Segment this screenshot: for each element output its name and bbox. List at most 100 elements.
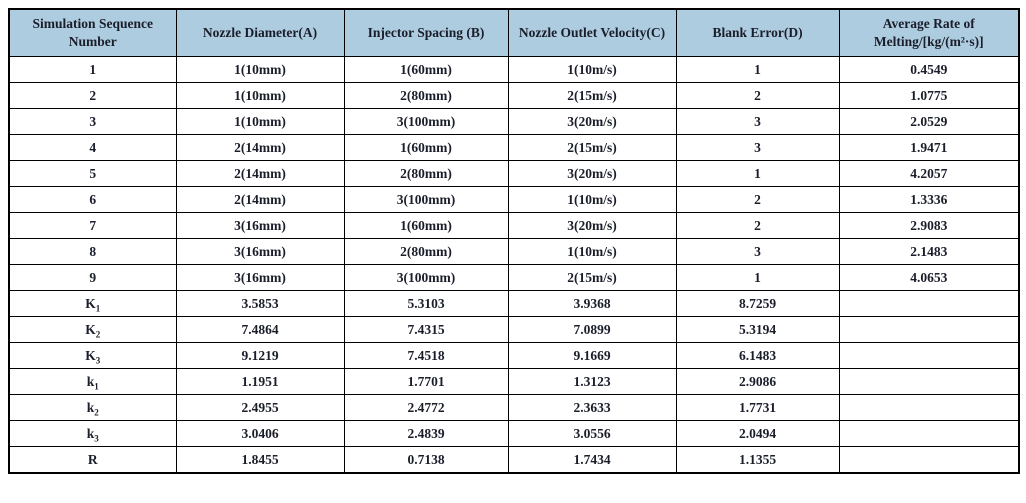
cell: 1	[675, 160, 840, 187]
cell: 1(10mm)	[175, 108, 345, 135]
cell: 2.3633	[507, 394, 677, 421]
col-header-melting-rate: Average Rate of Melting/[kg/(m²·s)]	[838, 8, 1020, 57]
cell: 2(80mm)	[343, 238, 509, 265]
cell	[838, 420, 1020, 447]
row-label: 6	[8, 186, 177, 213]
cell: 7.4518	[343, 342, 509, 369]
cell: 1.0775	[838, 82, 1020, 109]
cell: 2	[675, 186, 840, 213]
row-label: K2	[8, 316, 177, 343]
cell: 2(14mm)	[175, 134, 345, 161]
row-label: 2	[8, 82, 177, 109]
cell: 3.0406	[175, 420, 345, 447]
cell: 3.5853	[175, 290, 345, 317]
table-row: K1 3.5853 5.3103 3.9368 8.7259	[8, 290, 1020, 317]
cell: 2.4955	[175, 394, 345, 421]
cell: 3.9368	[507, 290, 677, 317]
table-row: k3 3.0406 2.4839 3.0556 2.0494	[8, 420, 1020, 447]
cell: 4.0653	[838, 264, 1020, 291]
table-row: k1 1.1951 1.7701 1.3123 2.9086	[8, 368, 1020, 395]
cell: 5.3103	[343, 290, 509, 317]
cell: 1(10m/s)	[507, 186, 677, 213]
cell: 7.4315	[343, 316, 509, 343]
cell: 5.3194	[675, 316, 840, 343]
row-label: 3	[8, 108, 177, 135]
table-row: 7 3(16mm) 1(60mm) 3(20m/s) 2 2.9083	[8, 212, 1020, 239]
cell: 1.7731	[675, 394, 840, 421]
cell	[838, 394, 1020, 421]
col-header-nozzle-diameter: Nozzle Diameter(A)	[175, 8, 345, 57]
cell: 2(15m/s)	[507, 264, 677, 291]
cell	[838, 342, 1020, 369]
cell: 1(60mm)	[343, 134, 509, 161]
cell: 2.0529	[838, 108, 1020, 135]
table-row: 2 1(10mm) 2(80mm) 2(15m/s) 2 1.0775	[8, 82, 1020, 109]
row-label: K1	[8, 290, 177, 317]
cell: 2	[675, 212, 840, 239]
cell: 2(15m/s)	[507, 82, 677, 109]
cell: 1(10m/s)	[507, 56, 677, 83]
cell: 1.3123	[507, 368, 677, 395]
table-row: 9 3(16mm) 3(100mm) 2(15m/s) 1 4.0653	[8, 264, 1020, 291]
cell: 1(10mm)	[175, 82, 345, 109]
cell: 1(10mm)	[175, 56, 345, 83]
table-row: k2 2.4955 2.4772 2.3633 1.7731	[8, 394, 1020, 421]
cell: 4.2057	[838, 160, 1020, 187]
row-label: 8	[8, 238, 177, 265]
col-header-sequence: Simulation Sequence Number	[8, 8, 177, 57]
cell: 3	[675, 238, 840, 265]
cell: 1.3336	[838, 186, 1020, 213]
row-label: 7	[8, 212, 177, 239]
cell: 2.1483	[838, 238, 1020, 265]
cell: 3(16mm)	[175, 238, 345, 265]
col-header-injector-spacing: Injector Spacing (B)	[343, 8, 509, 57]
cell: 2	[675, 82, 840, 109]
cell: 3(20m/s)	[507, 212, 677, 239]
cell: 3.0556	[507, 420, 677, 447]
cell	[838, 368, 1020, 395]
cell: 3(16mm)	[175, 212, 345, 239]
cell: 8.7259	[675, 290, 840, 317]
orthogonal-experiment-table-container: Simulation Sequence Number Nozzle Diamet…	[8, 8, 1020, 474]
row-label: 4	[8, 134, 177, 161]
cell: 1	[675, 56, 840, 83]
header-row: Simulation Sequence Number Nozzle Diamet…	[8, 8, 1020, 57]
cell	[838, 316, 1020, 343]
cell: 2.4839	[343, 420, 509, 447]
table-row: 4 2(14mm) 1(60mm) 2(15m/s) 3 1.9471	[8, 134, 1020, 161]
cell: 7.4864	[175, 316, 345, 343]
cell: 2.9083	[838, 212, 1020, 239]
table-row: K2 7.4864 7.4315 7.0899 5.3194	[8, 316, 1020, 343]
cell: 1.8455	[175, 446, 345, 474]
row-label: R	[8, 446, 177, 474]
row-label: 9	[8, 264, 177, 291]
table-row: 8 3(16mm) 2(80mm) 1(10m/s) 3 2.1483	[8, 238, 1020, 265]
row-label: k2	[8, 394, 177, 421]
cell: 3(20m/s)	[507, 160, 677, 187]
cell: 9.1219	[175, 342, 345, 369]
row-label: K3	[8, 342, 177, 369]
cell: 1(60mm)	[343, 212, 509, 239]
row-label: k1	[8, 368, 177, 395]
cell: 1.7701	[343, 368, 509, 395]
table-row: 5 2(14mm) 2(80mm) 3(20m/s) 1 4.2057	[8, 160, 1020, 187]
col-header-outlet-velocity: Nozzle Outlet Velocity(C)	[507, 8, 677, 57]
cell: 3	[675, 134, 840, 161]
cell: 3(16mm)	[175, 264, 345, 291]
table-row: 3 1(10mm) 3(100mm) 3(20m/s) 3 2.0529	[8, 108, 1020, 135]
cell	[838, 290, 1020, 317]
cell: 1(10m/s)	[507, 238, 677, 265]
table-row: K3 9.1219 7.4518 9.1669 6.1483	[8, 342, 1020, 369]
row-label: 5	[8, 160, 177, 187]
cell: 2(80mm)	[343, 82, 509, 109]
cell: 1.1951	[175, 368, 345, 395]
col-header-blank-error: Blank Error(D)	[675, 8, 840, 57]
cell: 1(60mm)	[343, 56, 509, 83]
cell: 2.0494	[675, 420, 840, 447]
cell: 1.9471	[838, 134, 1020, 161]
cell	[838, 446, 1020, 474]
cell: 9.1669	[507, 342, 677, 369]
cell: 1.7434	[507, 446, 677, 474]
table-row: R 1.8455 0.7138 1.7434 1.1355	[8, 446, 1020, 474]
cell: 2(15m/s)	[507, 134, 677, 161]
